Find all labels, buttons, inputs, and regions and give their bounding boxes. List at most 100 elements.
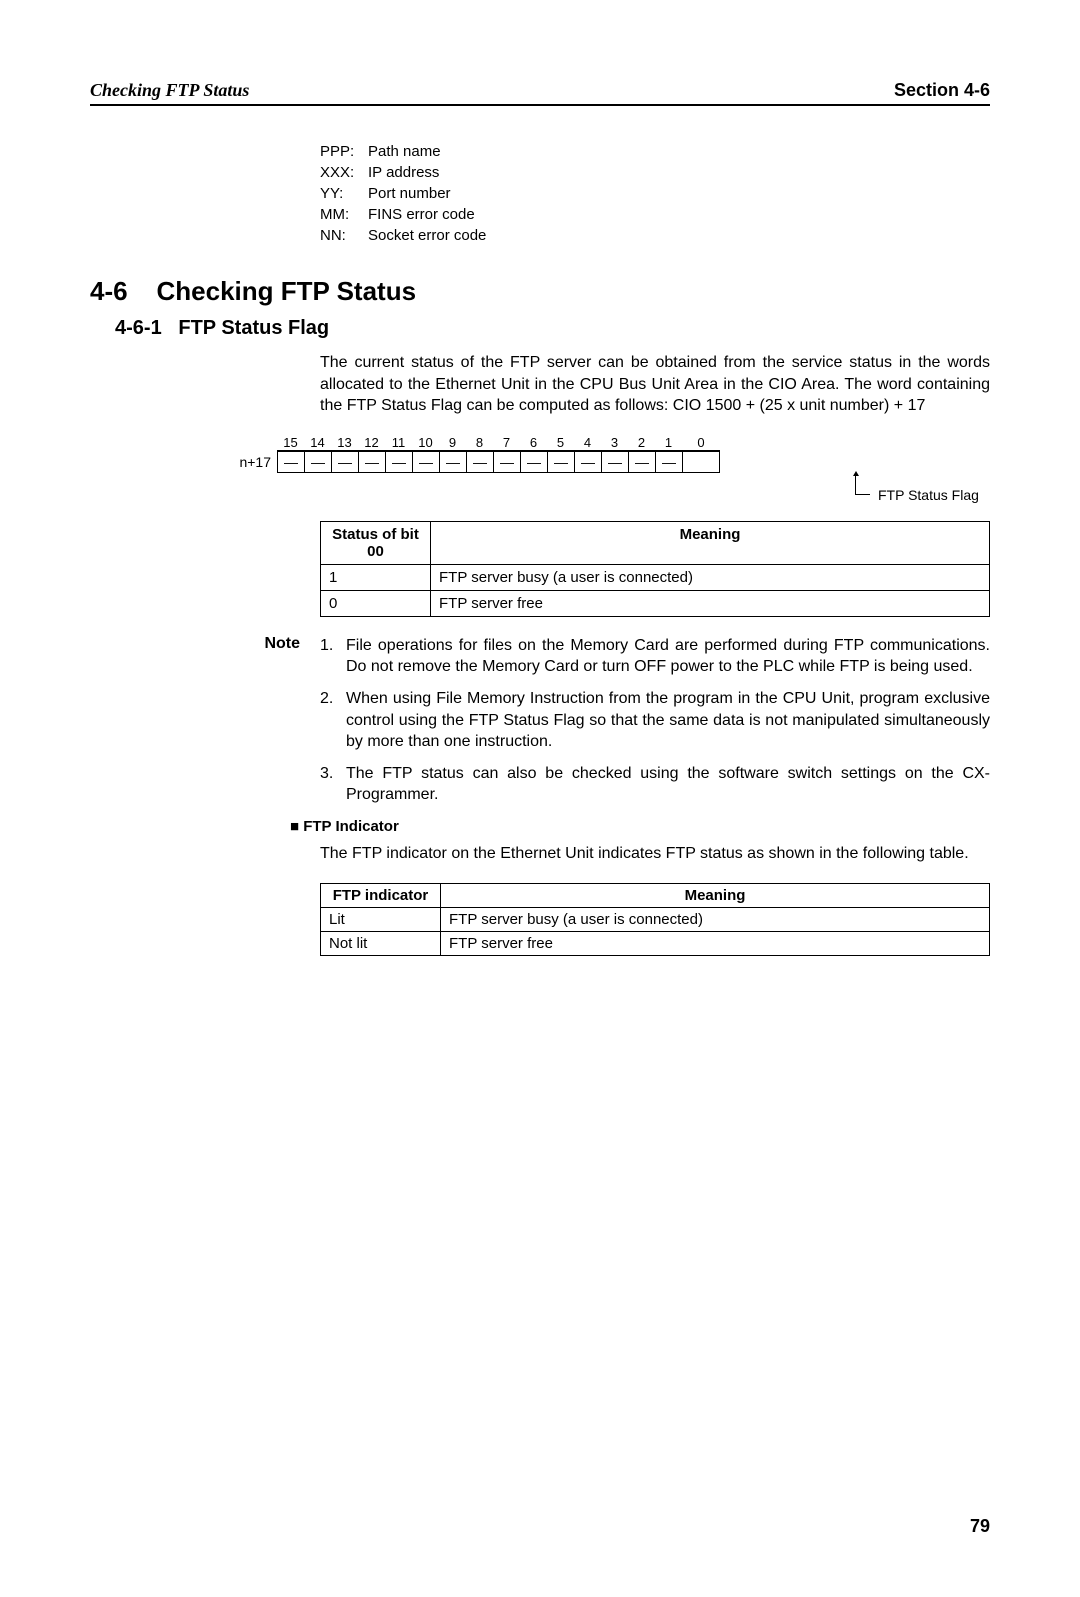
bit-number: 2 <box>628 435 655 451</box>
bit-cell: — <box>466 451 493 473</box>
legend-row: XXX: IP address <box>320 162 990 183</box>
note-num: 1. <box>320 635 346 678</box>
bit-cell: — <box>412 451 439 473</box>
legend-desc: Socket error code <box>368 225 486 246</box>
bit-cell: — <box>439 451 466 473</box>
pointer-line <box>855 475 856 495</box>
indicator-header-col1: FTP indicator <box>321 883 441 907</box>
note-items: 1. File operations for files on the Memo… <box>320 635 990 816</box>
table-header-row: Status of bit 00 Meaning <box>321 521 990 564</box>
bit-cell: — <box>331 451 358 473</box>
legend-key: NN: <box>320 225 368 246</box>
bit-cell: — <box>628 451 655 473</box>
indicator-cell: FTP server busy (a user is connected) <box>441 907 990 931</box>
bit-cell: — <box>277 451 304 473</box>
code-legend: PPP: Path name XXX: IP address YY: Port … <box>320 141 990 246</box>
indicator-cell: Not lit <box>321 931 441 955</box>
subsection-heading: 4-6-1 FTP Status Flag <box>115 317 990 340</box>
bit-number: 12 <box>358 435 385 451</box>
legend-desc: Path name <box>368 141 441 162</box>
legend-key: PPP: <box>320 141 368 162</box>
table-header-row: FTP indicator Meaning <box>321 883 990 907</box>
ftp-indicator-text: The FTP indicator on the Ethernet Unit i… <box>320 843 990 865</box>
header-right: Section 4-6 <box>894 80 990 101</box>
legend-desc: IP address <box>368 162 439 183</box>
subsection-title: FTP Status Flag <box>178 317 329 339</box>
section-heading: 4-6 Checking FTP Status <box>90 276 990 307</box>
bit-number: 13 <box>331 435 358 451</box>
bit-row-label: n+17 <box>235 454 277 470</box>
legend-key: MM: <box>320 204 368 225</box>
legend-row: MM: FINS error code <box>320 204 990 225</box>
pointer-horiz <box>856 475 870 495</box>
legend-row: PPP: Path name <box>320 141 990 162</box>
note-num: 3. <box>320 763 346 806</box>
note-item: 3. The FTP status can also be checked us… <box>320 763 990 806</box>
legend-row: YY: Port number <box>320 183 990 204</box>
indicator-table: FTP indicator Meaning Lit FTP server bus… <box>320 883 990 956</box>
pointer-label: FTP Status Flag <box>878 475 979 503</box>
bit-number: 6 <box>520 435 547 451</box>
bit-cells: ——————————————— <box>277 451 720 473</box>
bit-cell: — <box>547 451 574 473</box>
header-left: Checking FTP Status <box>90 80 249 101</box>
table-row: Not lit FTP server free <box>321 931 990 955</box>
table-row: Lit FTP server busy (a user is connected… <box>321 907 990 931</box>
status-header-col2: Meaning <box>431 521 990 564</box>
bit-number: 1 <box>655 435 682 451</box>
bit-cell: — <box>358 451 385 473</box>
bit-number: 9 <box>439 435 466 451</box>
bit-number: 8 <box>466 435 493 451</box>
legend-key: XXX: <box>320 162 368 183</box>
flag-pointer: FTP Status Flag <box>855 475 990 503</box>
intro-paragraph: The current status of the FTP server can… <box>320 352 990 417</box>
note-text: File operations for files on the Memory … <box>346 635 990 678</box>
status-cell: 1 <box>321 564 431 590</box>
status-cell: FTP server free <box>431 590 990 616</box>
bit-number: 14 <box>304 435 331 451</box>
indicator-header-col2: Meaning <box>441 883 990 907</box>
note-item: 2. When using File Memory Instruction fr… <box>320 688 990 753</box>
note-item: 1. File operations for files on the Memo… <box>320 635 990 678</box>
legend-key: YY: <box>320 183 368 204</box>
status-cell: FTP server busy (a user is connected) <box>431 564 990 590</box>
subsection-num: 4-6-1 <box>115 317 162 339</box>
page-header: Checking FTP Status Section 4-6 <box>90 80 990 106</box>
indicator-cell: Lit <box>321 907 441 931</box>
bit-cell <box>682 451 720 473</box>
note-text: The FTP status can also be checked using… <box>346 763 990 806</box>
legend-row: NN: Socket error code <box>320 225 990 246</box>
bit-cell: — <box>493 451 520 473</box>
section-num: 4-6 <box>90 276 128 306</box>
status-cell: 0 <box>321 590 431 616</box>
bit-number: 15 <box>277 435 304 451</box>
note-label: Note <box>90 635 320 816</box>
bit-cells-row: n+17 ——————————————— <box>235 451 990 473</box>
note-section: Note 1. File operations for files on the… <box>90 635 990 816</box>
bit-cell: — <box>601 451 628 473</box>
page-number: 79 <box>90 1516 990 1537</box>
table-row: 1 FTP server busy (a user is connected) <box>321 564 990 590</box>
bit-number: 5 <box>547 435 574 451</box>
bit-number: 11 <box>385 435 412 451</box>
bit-cell: — <box>655 451 682 473</box>
bit-number: 10 <box>412 435 439 451</box>
bit-number: 7 <box>493 435 520 451</box>
note-text: When using File Memory Instruction from … <box>346 688 990 753</box>
indicator-cell: FTP server free <box>441 931 990 955</box>
bit-numbers: 1514131211109876543210 <box>277 435 720 451</box>
bit-cell: — <box>304 451 331 473</box>
status-header-col1: Status of bit 00 <box>321 521 431 564</box>
bit-cell: — <box>385 451 412 473</box>
legend-desc: FINS error code <box>368 204 475 225</box>
bit-number: 3 <box>601 435 628 451</box>
bit-numbers-row: 1514131211109876543210 <box>235 435 990 451</box>
table-row: 0 FTP server free <box>321 590 990 616</box>
bit-diagram: 1514131211109876543210 n+17 ————————————… <box>235 435 990 503</box>
ftp-indicator-heading: FTP Indicator <box>290 818 990 835</box>
bit-cell: — <box>520 451 547 473</box>
note-num: 2. <box>320 688 346 753</box>
bit-cell: — <box>574 451 601 473</box>
bit-number: 4 <box>574 435 601 451</box>
section-title: Checking FTP Status <box>156 276 416 306</box>
